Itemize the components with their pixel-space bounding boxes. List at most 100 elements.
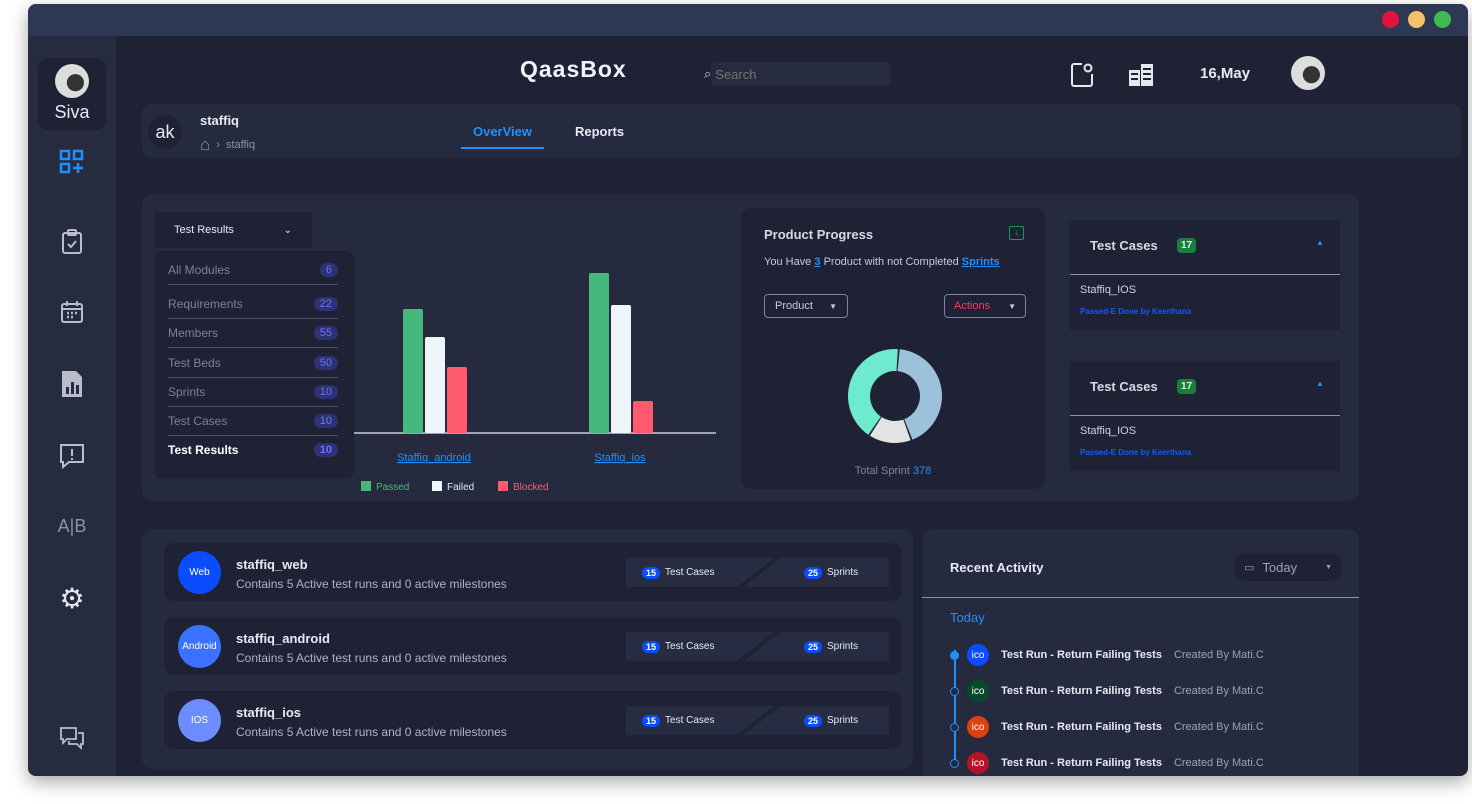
search-icon: ⌕ [704, 66, 712, 81]
sprints-link[interactable]: Sprints [961, 256, 1000, 268]
activity-group-label: Today [950, 610, 985, 625]
activity-list: ico Test Run - Return Failing Tests Create… [922, 639, 1359, 776]
user-avatar [55, 64, 89, 98]
chevron-down-icon: ⌄ [283, 224, 292, 236]
project-bar: ak staffiq ⌂ › staffiq OverView Reports [142, 104, 1462, 158]
activity-item[interactable]: ico Test Run - Return Failing Tests Create… [922, 679, 1342, 703]
product-progress-title: Product Progress [764, 227, 874, 242]
activity-item[interactable]: ico Test Run - Return Failing Tests Create… [922, 715, 1342, 739]
module-item[interactable]: Test Cases 10 [168, 406, 338, 436]
sidebar: Siva A|B ⚙ [28, 36, 116, 776]
report-chart-icon[interactable] [58, 370, 86, 398]
close-button[interactable] [1382, 11, 1399, 28]
maximize-button[interactable] [1434, 11, 1451, 28]
project-row[interactable]: Web staffiq_web Contains 5 Active test run… [164, 543, 902, 601]
project-row[interactable]: IOS staffiq_ios Contains 5 Active test run… [164, 691, 902, 749]
profile-avatar[interactable] [1291, 56, 1325, 90]
alert-message-icon[interactable] [58, 442, 86, 470]
actions-dropdown-label: Actions [954, 300, 991, 312]
sprints-count: 25 [804, 640, 823, 653]
minimize-button[interactable] [1408, 11, 1425, 28]
breadcrumb-item[interactable]: staffiq [225, 139, 256, 151]
panel-item[interactable]: Staffiq_IOS [1080, 425, 1137, 437]
legend-swatch [498, 481, 508, 491]
search-input[interactable] [711, 62, 892, 86]
current-date: 16,May [1200, 65, 1251, 82]
tab-overview[interactable]: OverView [461, 124, 544, 149]
module-item-label: Test Beds [168, 355, 221, 370]
project-title: staffiq [200, 113, 239, 128]
calendar-icon[interactable] [58, 298, 86, 326]
ab-test-icon[interactable]: A|B [57, 515, 87, 536]
activity-title: Test Run - Return Failing Tests [1001, 757, 1162, 769]
project-row[interactable]: Android staffiq_android Contains 5 Active … [164, 617, 902, 675]
x-tick-label[interactable]: Staffiq_ios [594, 452, 646, 464]
tab-reports[interactable]: Reports [575, 124, 625, 139]
calendar-icon: ▭ [1244, 561, 1255, 574]
activity-icon: ico [967, 644, 989, 666]
notification-icon[interactable] [1070, 62, 1094, 93]
module-item[interactable]: Members 55 [168, 318, 338, 348]
module-item[interactable]: Test Results 10 [168, 435, 338, 465]
activity-item[interactable]: ico Test Run - Return Failing Tests Create… [922, 643, 1342, 667]
project-description: Contains 5 Active test runs and 0 active… [236, 577, 507, 591]
collapse-icon[interactable]: ▲ [1316, 238, 1324, 247]
module-count-badge: 10 [313, 384, 338, 399]
sprints-label: Sprints [827, 641, 859, 652]
module-item-label: Sprints [168, 384, 206, 399]
summary-text: Product with not Completed [823, 256, 959, 268]
product-count: 3 [814, 256, 821, 268]
project-name[interactable]: staffiq_web [236, 557, 308, 572]
module-item[interactable]: Sprints 10 [168, 377, 338, 407]
activity-icon: ico [967, 752, 989, 774]
dashboard-icon[interactable] [1129, 64, 1153, 91]
home-icon[interactable]: ⌂ [200, 135, 211, 154]
project-name[interactable]: staffiq_android [236, 631, 330, 646]
panel-item[interactable]: Staffiq_IOS [1080, 284, 1137, 296]
activity-author: Created By Mati.C [1173, 649, 1264, 661]
user-profile[interactable]: Siva [38, 58, 106, 130]
activity-title: Test Run - Return Failing Tests [1001, 685, 1162, 697]
activity-author: Created By Mati.C [1173, 757, 1264, 769]
actions-dropdown[interactable]: Actions ▼ [944, 294, 1026, 318]
module-count-badge: 55 [313, 325, 338, 340]
caret-down-icon: ▼ [829, 301, 837, 311]
count-badge: 17 [1177, 238, 1197, 253]
breadcrumb: ⌂ › staffiq [200, 135, 255, 155]
module-item[interactable]: Requirements 22 [168, 289, 338, 319]
search-bar[interactable]: ⌕ [704, 62, 892, 86]
product-dropdown-label: Product [775, 300, 813, 312]
module-item-label: Test Cases [168, 413, 228, 428]
date-filter-dropdown[interactable]: ▭ Today ▼ [1234, 553, 1342, 581]
test-cases-count: 15 [642, 640, 661, 653]
panel-status: Passed-E Done by Keerthana [1080, 307, 1192, 316]
module-dropdown[interactable]: Test Results ⌄ [154, 212, 312, 248]
bar-passed-0 [403, 309, 423, 433]
timeline-line [954, 650, 956, 764]
module-dropdown-label: Test Results [174, 224, 234, 236]
clipboard-icon[interactable] [58, 228, 86, 256]
panel-status: Passed-E Done by Keerthana [1080, 448, 1192, 457]
module-item[interactable]: All Modules 6 [168, 255, 338, 285]
activity-author: Created By Mati.C [1173, 721, 1264, 733]
test-cases-label: Test Cases [665, 715, 715, 726]
collapse-icon[interactable]: ▲ [1316, 379, 1324, 388]
module-item[interactable]: Test Beds 50 [168, 348, 338, 378]
product-dropdown[interactable]: Product ▼ [764, 294, 848, 318]
module-item-label: Test Results [168, 443, 239, 457]
total-sprint-value: 378 [912, 465, 932, 477]
date-filter-label: Today [1262, 559, 1298, 575]
activity-item[interactable]: ico Test Run - Return Failing Tests Create… [922, 751, 1342, 775]
test-cases-count: 15 [642, 714, 661, 727]
dashboard-add-icon[interactable] [58, 148, 86, 176]
bar-failed-0 [425, 337, 445, 433]
chat-icon[interactable] [58, 724, 86, 752]
x-tick-label[interactable]: Staffiq_android [397, 452, 471, 464]
app-window: Siva A|B ⚙ QaasBox ⌕ 16,May ak staffiq ⌂… [28, 4, 1468, 776]
bar-blocked-0 [447, 367, 467, 433]
gear-icon[interactable]: ⚙ [59, 582, 85, 614]
app-logo: QaasBox [520, 56, 627, 82]
download-icon[interactable]: ↓ [1009, 226, 1024, 240]
test-cases-count: 15 [642, 566, 661, 579]
project-name[interactable]: staffiq_ios [236, 705, 302, 720]
